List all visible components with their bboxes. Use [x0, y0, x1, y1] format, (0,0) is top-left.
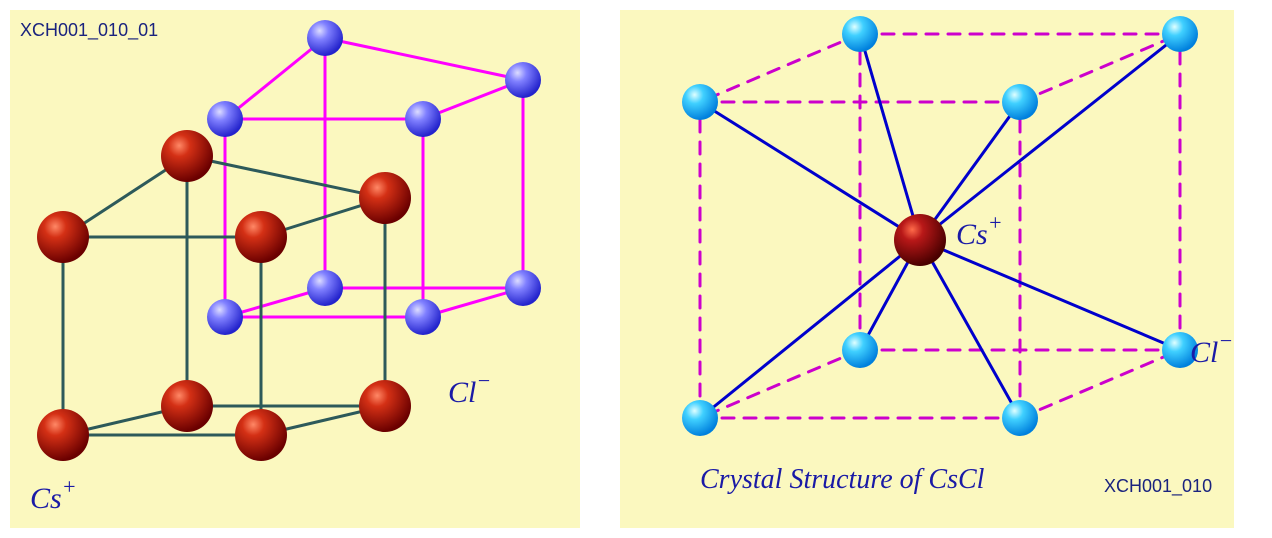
left-panel: XCH001_010_01Cs+Cl−	[10, 10, 580, 528]
cs-atom	[359, 380, 411, 432]
cs-atom	[235, 409, 287, 461]
right-svg: Cs+Cl−Crystal Structure of CsClXCH001_01…	[620, 10, 1234, 528]
cl-atom	[207, 299, 243, 335]
cl-atom	[682, 84, 718, 120]
cs-atom	[235, 211, 287, 263]
cl-atom	[207, 101, 243, 137]
label-code-left: XCH001_010_01	[20, 20, 158, 41]
cl-atom	[405, 101, 441, 137]
cl-atom	[682, 400, 718, 436]
label-code-right: XCH001_010	[1104, 476, 1212, 497]
cs-atom	[37, 211, 89, 263]
cs-atom-center	[894, 214, 946, 266]
cl-atom	[505, 62, 541, 98]
cl-atom	[1162, 16, 1198, 52]
cs-atom	[37, 409, 89, 461]
caption: Crystal Structure of CsCl	[700, 464, 985, 495]
diagram-container: XCH001_010_01Cs+Cl− Cs+Cl−Crystal Struct…	[0, 0, 1272, 538]
cl-atom	[1002, 84, 1038, 120]
left-svg: XCH001_010_01Cs+Cl−	[10, 10, 580, 528]
cl-atom	[842, 16, 878, 52]
cl-atom	[1002, 400, 1038, 436]
cs-atom	[359, 172, 411, 224]
cs-atom	[161, 380, 213, 432]
cl-atom	[307, 20, 343, 56]
cl-atom	[405, 299, 441, 335]
cl-atom	[505, 270, 541, 306]
cl-atom	[307, 270, 343, 306]
right-panel: Cs+Cl−Crystal Structure of CsClXCH001_01…	[620, 10, 1234, 528]
cs-atom	[161, 130, 213, 182]
cl-atom	[842, 332, 878, 368]
